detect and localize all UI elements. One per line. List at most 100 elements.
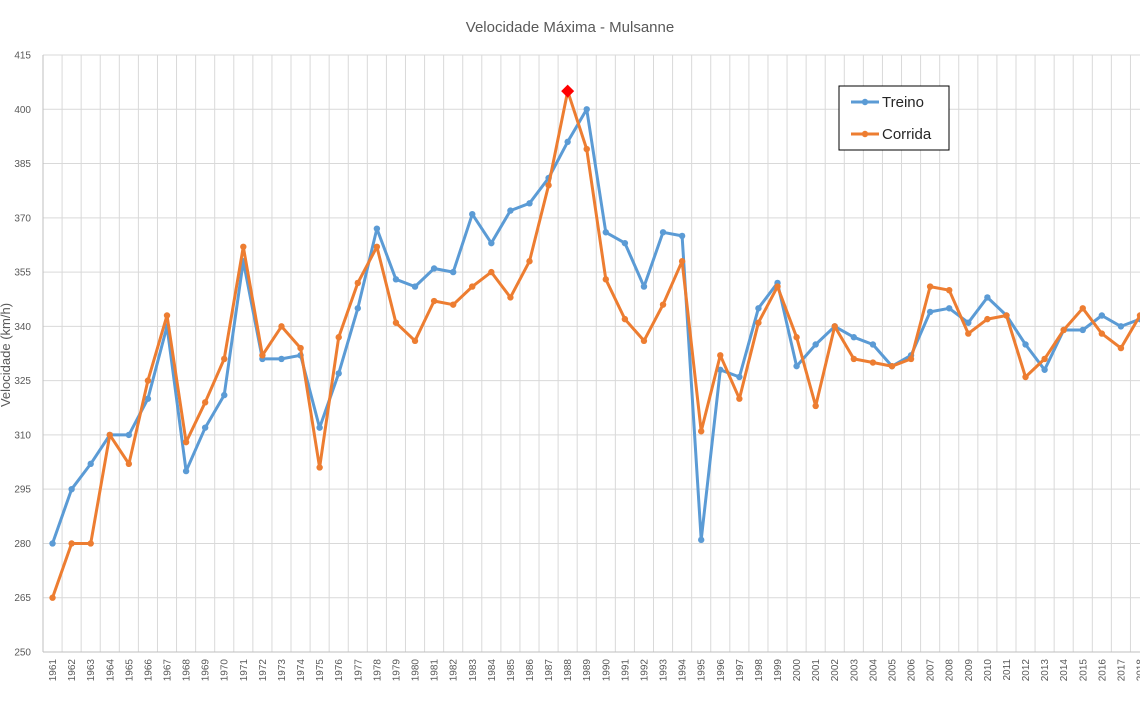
- max-speed-marker: [561, 84, 575, 98]
- data-point-corrida: [411, 337, 419, 345]
- data-point-treino: [430, 265, 438, 272]
- x-tick-label: 1978: [372, 659, 383, 682]
- x-tick-label: 1996: [716, 659, 727, 682]
- x-tick-label: 2012: [1021, 659, 1032, 682]
- x-tick-label: 1974: [296, 659, 307, 682]
- x-tick-label: 1997: [735, 659, 746, 682]
- data-point-treino: [278, 355, 285, 363]
- data-point-corrida: [125, 460, 133, 468]
- data-point-corrida: [831, 323, 838, 330]
- data-point-treino: [1022, 341, 1029, 348]
- data-point-treino: [373, 225, 381, 232]
- data-point-corrida: [545, 182, 552, 189]
- data-point-corrida: [1022, 373, 1029, 381]
- data-point-treino: [316, 424, 323, 431]
- data-point-corrida: [1098, 330, 1106, 337]
- data-point-corrida: [488, 268, 495, 276]
- chart-title: Velocidade Máxima - Mulsanne: [466, 19, 674, 36]
- data-point-treino: [583, 106, 590, 113]
- data-point-corrida: [984, 315, 991, 323]
- x-tick-label: 2006: [907, 659, 918, 682]
- x-tick-label: 2010: [983, 659, 994, 682]
- x-tick-label: 1977: [353, 659, 364, 682]
- data-point-corrida: [221, 355, 228, 363]
- data-point-treino: [926, 308, 934, 316]
- x-tick-label: 1987: [544, 659, 555, 682]
- data-point-treino: [125, 431, 133, 439]
- data-point-treino: [87, 460, 94, 468]
- data-point-treino: [640, 283, 648, 290]
- data-point-treino: [850, 334, 858, 341]
- data-point-treino: [698, 536, 705, 544]
- data-point-treino: [1117, 323, 1125, 330]
- data-point-treino: [449, 268, 457, 276]
- data-point-treino: [411, 283, 419, 290]
- data-point-treino: [1041, 366, 1048, 373]
- y-tick-label: 355: [14, 268, 31, 279]
- y-tick-label: 400: [14, 105, 31, 116]
- data-point-treino: [182, 467, 190, 475]
- x-tick-label: 1975: [315, 659, 326, 682]
- data-point-corrida: [430, 297, 438, 305]
- y-tick-label: 295: [14, 485, 31, 496]
- data-point-corrida: [602, 276, 610, 283]
- x-tick-label: 2013: [1040, 659, 1051, 682]
- series-line-corrida: [51, 89, 1140, 600]
- data-point-treino: [335, 370, 342, 377]
- data-point-treino: [793, 362, 800, 370]
- x-tick-label: 1992: [639, 659, 650, 682]
- x-tick-label: 1995: [697, 659, 708, 682]
- y-axis-label: Velocidade (km/h): [0, 303, 13, 407]
- data-point-corrida: [68, 540, 75, 547]
- x-tick-label: 2000: [792, 659, 803, 682]
- data-point-corrida: [1136, 312, 1140, 319]
- data-point-corrida: [449, 301, 457, 308]
- data-point-treino: [755, 305, 762, 312]
- data-point-treino: [717, 366, 724, 373]
- data-point-treino: [984, 294, 991, 301]
- x-tick-label: 1976: [334, 659, 345, 682]
- y-tick-label: 310: [14, 430, 31, 441]
- data-point-treino: [488, 239, 495, 247]
- data-point-corrida: [965, 330, 972, 337]
- data-point-treino: [507, 207, 514, 214]
- x-tick-label: 2016: [1097, 659, 1108, 682]
- x-tick-label: 1994: [678, 659, 689, 682]
- data-point-corrida: [659, 301, 667, 308]
- data-point-corrida: [1060, 326, 1067, 334]
- legend-label-corrida: Corrida: [882, 126, 932, 143]
- data-point-treino: [144, 395, 152, 402]
- x-tick-label: 2008: [945, 659, 956, 682]
- x-tick-label: 1964: [105, 659, 116, 682]
- y-tick-label: 250: [14, 648, 31, 659]
- x-tick-label: 1967: [163, 659, 174, 682]
- x-tick-label: 1968: [182, 659, 193, 682]
- data-point-corrida: [850, 355, 858, 363]
- data-point-treino: [869, 341, 877, 348]
- data-point-corrida: [640, 337, 648, 345]
- x-tick-label: 2001: [811, 659, 822, 682]
- data-point-corrida: [354, 279, 361, 287]
- y-tick-label: 370: [14, 213, 31, 224]
- data-point-treino: [602, 229, 610, 236]
- y-tick-label: 265: [14, 593, 31, 604]
- data-point-corrida: [678, 258, 686, 265]
- data-point-corrida: [507, 294, 514, 301]
- x-tick-label: 1991: [620, 659, 631, 682]
- x-tick-label: 1998: [754, 659, 765, 682]
- x-tick-label: 1966: [143, 659, 154, 682]
- data-point-treino: [354, 305, 361, 312]
- data-point-treino: [1098, 312, 1106, 319]
- data-point-corrida: [201, 399, 209, 406]
- data-point-corrida: [297, 344, 304, 352]
- data-point-corrida: [869, 359, 877, 366]
- data-point-treino: [201, 424, 209, 431]
- legend: Treino Corrida: [838, 85, 950, 151]
- data-point-treino: [564, 138, 571, 146]
- data-point-treino: [1079, 326, 1086, 334]
- data-point-corrida: [736, 395, 743, 402]
- x-tick-label: 1982: [449, 659, 460, 682]
- x-tick-label: 1999: [773, 659, 784, 682]
- y-tick-label: 415: [14, 51, 31, 62]
